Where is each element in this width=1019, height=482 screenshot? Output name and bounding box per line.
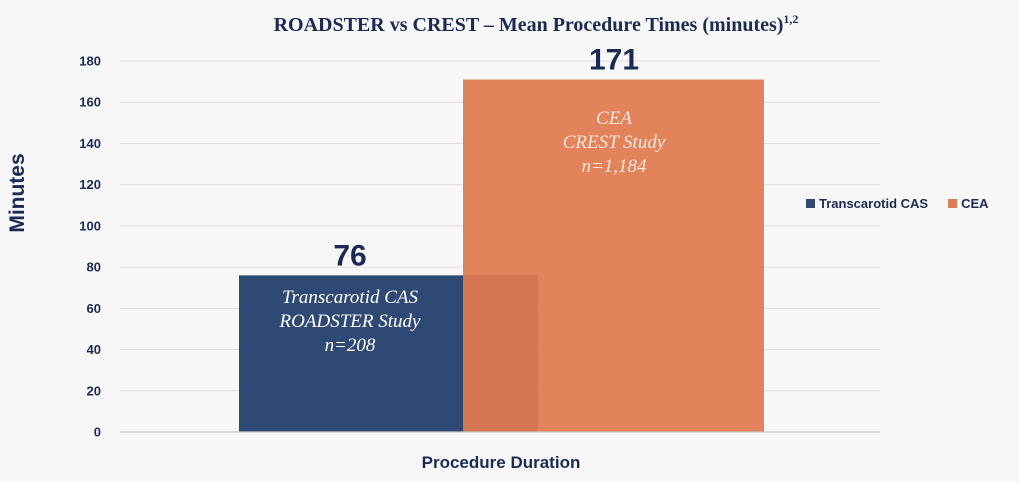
bar-cea <box>463 79 764 433</box>
bar-annotation: ROADSTER Study <box>279 311 421 332</box>
legend-label: CEA <box>961 196 989 211</box>
legend: Transcarotid CAS CEA <box>806 196 989 211</box>
chart-title: ROADSTER vs CREST – Mean Procedure Times… <box>274 12 799 36</box>
y-tick-label: 60 <box>87 301 101 316</box>
y-tick-label: 80 <box>87 260 101 275</box>
bar-annotation: CEA <box>596 108 632 129</box>
legend-swatch <box>948 199 958 208</box>
y-tick-label: 0 <box>94 425 101 440</box>
data-label: 171 <box>589 44 639 77</box>
bar-annotation: CREST Study <box>563 132 666 153</box>
y-tick-label: 40 <box>87 342 101 357</box>
y-tick-label: 180 <box>79 54 101 69</box>
bar-annotation: n=1,184 <box>581 156 647 177</box>
y-tick-label: 140 <box>79 136 101 151</box>
legend-swatch <box>806 199 815 208</box>
bar-annotation: n=208 <box>325 335 376 356</box>
bars <box>239 79 764 433</box>
bar-annotation: Transcarotid CAS <box>282 287 419 308</box>
y-tick-label: 160 <box>79 95 101 110</box>
data-label: 76 <box>333 239 366 272</box>
x-axis-title: Procedure Duration <box>422 453 581 472</box>
chart-title-text: ROADSTER vs CREST – Mean Procedure Times… <box>274 14 784 36</box>
y-tick-label: 120 <box>79 177 101 192</box>
y-tick-label: 20 <box>87 383 101 398</box>
legend-label: Transcarotid CAS <box>819 196 928 211</box>
y-axis-title: Minutes <box>6 153 29 232</box>
y-tick-label: 100 <box>79 218 101 233</box>
chart-title-superscript: 1,2 <box>783 12 798 26</box>
y-axis-ticks: 0 20 40 60 80 100 120 140 160 180 <box>79 54 101 440</box>
bar-labels: 76 Transcarotid CAS ROADSTER Study n=208 171… <box>279 44 666 356</box>
